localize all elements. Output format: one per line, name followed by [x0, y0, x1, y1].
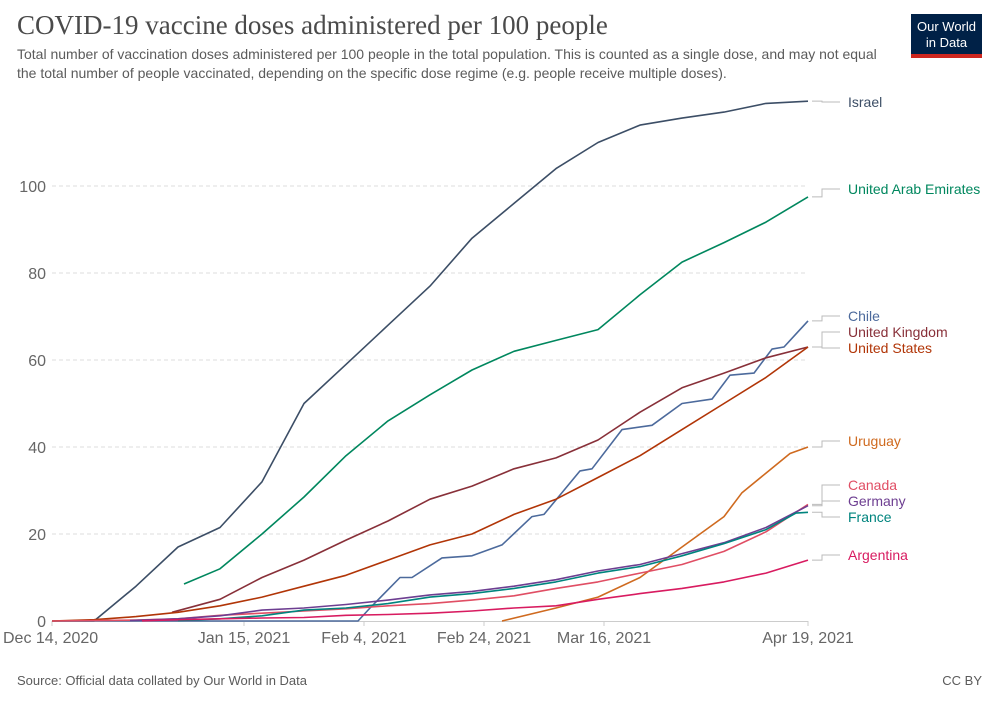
series-label[interactable]: Uruguay — [848, 433, 901, 449]
y-tick-label: 80 — [28, 266, 46, 283]
series-label[interactable]: United States — [848, 340, 932, 356]
license[interactable]: CC BY — [942, 673, 982, 688]
y-tick-label: 40 — [28, 440, 46, 457]
series-line-germany[interactable] — [129, 504, 809, 622]
series-line-united-states[interactable] — [51, 346, 809, 622]
series-line-israel[interactable] — [52, 100, 809, 622]
x-tick-label: Feb 4, 2021 — [321, 630, 407, 647]
x-tick-label: Dec 14, 2020 — [3, 630, 98, 647]
series-label[interactable]: France — [848, 509, 892, 525]
series-line-france[interactable] — [177, 511, 809, 622]
y-tick-label: 60 — [28, 353, 46, 370]
label-connector — [812, 554, 840, 561]
chart-title: COVID-19 vaccine doses administered per … — [17, 10, 608, 40]
chart-subtitle: Total number of vaccination doses admini… — [17, 46, 877, 81]
series-label[interactable]: United Kingdom — [848, 324, 948, 340]
y-tick-label: 100 — [19, 179, 46, 196]
label-connector — [812, 484, 840, 505]
series-label[interactable]: United Arab Emirates — [848, 181, 980, 197]
label-connector — [812, 188, 840, 198]
label-connector — [812, 440, 840, 448]
label-connector — [812, 100, 840, 103]
label-connector — [812, 500, 840, 507]
source-note[interactable]: Source: Official data collated by Our Wo… — [17, 673, 307, 688]
owid-logo[interactable]: Our World in Data — [911, 14, 982, 58]
series-label[interactable]: Germany — [848, 493, 906, 509]
x-tick-label: Jan 15, 2021 — [198, 630, 291, 647]
series-line-chile[interactable] — [52, 320, 809, 622]
series-label[interactable]: Canada — [848, 477, 897, 493]
series-line-united-kingdom[interactable] — [171, 346, 809, 614]
y-tick-label: 0 — [37, 614, 46, 631]
label-connector — [812, 346, 840, 349]
x-tick-label: Mar 16, 2021 — [557, 630, 651, 647]
series-line-canada[interactable] — [51, 503, 809, 622]
series-label[interactable]: Chile — [848, 308, 880, 324]
series-line-united-arab-emirates[interactable] — [183, 196, 809, 585]
label-connector — [812, 315, 840, 322]
series-label[interactable]: Argentina — [848, 547, 908, 563]
x-tick-label: Feb 24, 2021 — [437, 630, 531, 647]
x-tick-label: Apr 19, 2021 — [762, 630, 854, 647]
series-label[interactable]: Israel — [848, 94, 882, 110]
series-line-argentina[interactable] — [141, 559, 809, 622]
y-tick-label: 20 — [28, 527, 46, 544]
label-connector — [812, 331, 840, 348]
label-connector — [812, 511, 840, 518]
